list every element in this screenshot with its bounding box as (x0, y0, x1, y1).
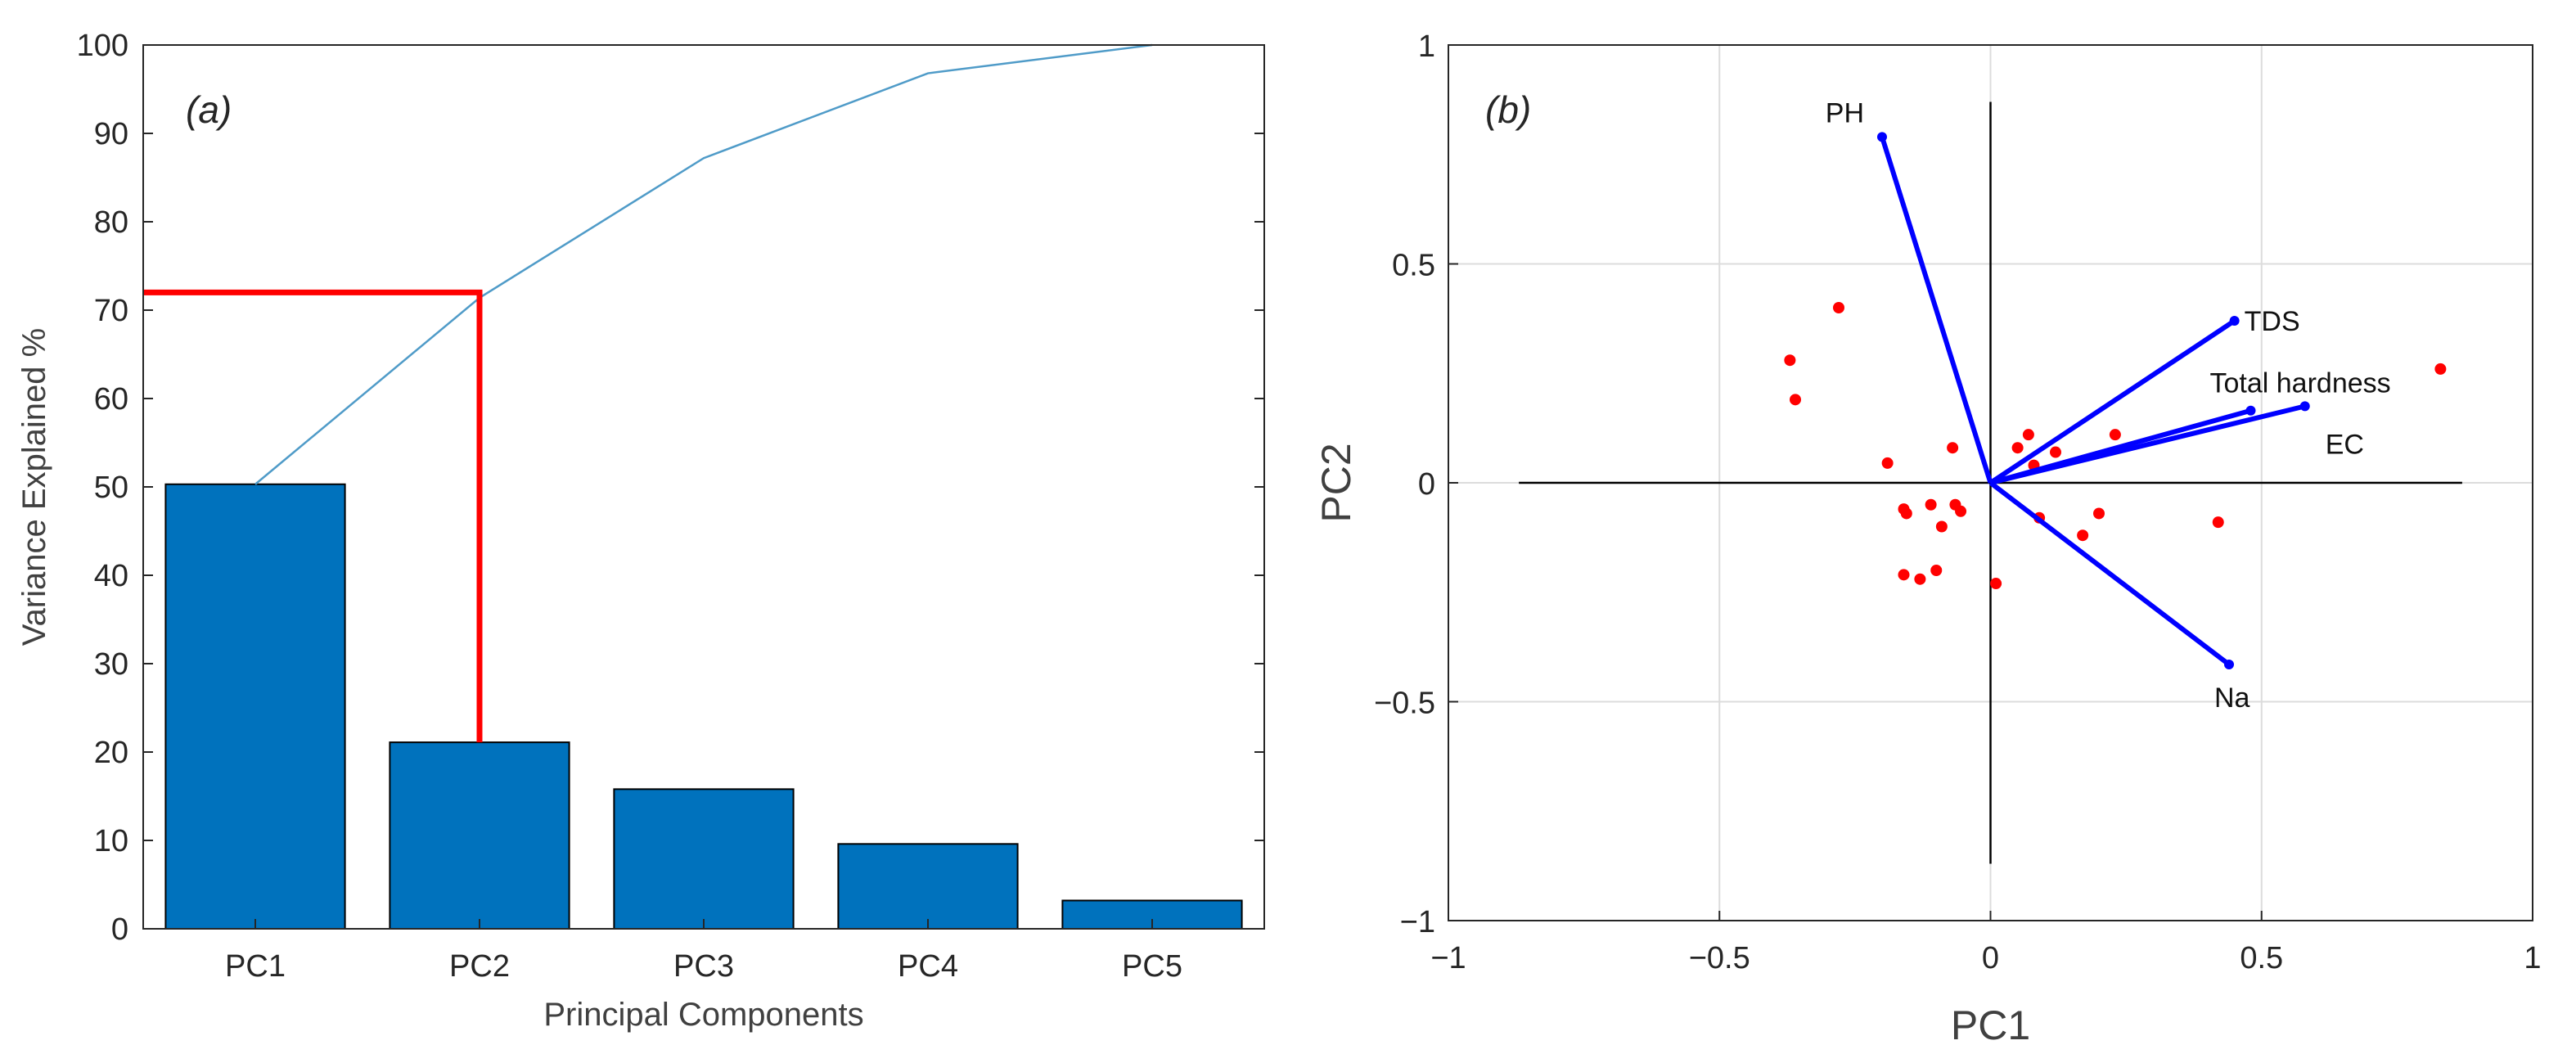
bar-pc2 (389, 741, 570, 930)
observation-point (1930, 565, 1943, 576)
x-tick-label-pc4: PC4 (898, 949, 958, 984)
x-tick-label: −1 (1430, 941, 1466, 975)
observation-point (1955, 505, 1967, 517)
panel-a-bar-chart: 0 10 20 30 40 50 60 70 80 90 100 PC1 PC2 PC3 PC4 PC5 (a… (16, 29, 1265, 1033)
panel-a-y-axis-label: Variance Explained % (16, 328, 52, 646)
observation-point (1947, 442, 1959, 454)
observation-point (1935, 520, 1948, 533)
y-tick-label: 0 (1418, 467, 1435, 502)
vector-tip-ph (1877, 132, 1887, 142)
y-tick-label: 60 (94, 382, 128, 417)
vector-tip-ec (2299, 401, 2310, 412)
observation-point (1784, 354, 1796, 367)
y-tick-label: 20 (94, 736, 128, 770)
vector-tip-na (2224, 660, 2234, 670)
y-tick-label: 40 (94, 559, 128, 593)
y-tick-label: −0.5 (1374, 687, 1435, 721)
panel-b-tag: (b) (1485, 88, 1531, 131)
highlight-cumulative-marker (143, 289, 483, 743)
vector-tip-total-hardness (2245, 405, 2256, 416)
observation-point (2050, 446, 2061, 458)
y-tick-label: 50 (94, 471, 128, 505)
vector-label-ec: EC (2326, 429, 2364, 460)
y-tick-label: 1 (1418, 29, 1435, 64)
bar-pc1 (164, 483, 346, 930)
observation-point (2109, 429, 2121, 441)
observation-point (2434, 363, 2447, 375)
y-tick-label: 80 (94, 205, 128, 240)
observation-point (2093, 507, 2105, 520)
vector-tip-tds (2229, 316, 2240, 327)
observation-point (1898, 569, 1910, 581)
bar-pc4 (837, 843, 1019, 930)
panel-a-highlight-marker (143, 289, 483, 743)
y-tick-label: 0.5 (1392, 249, 1435, 283)
x-tick-label: −0.5 (1689, 941, 1750, 975)
x-tick-label: 0 (1982, 941, 1999, 975)
y-tick-label: 100 (77, 29, 128, 63)
vector-label-tds: TDS (2245, 306, 2300, 337)
observation-point (2212, 516, 2224, 529)
panel-b-points (1784, 302, 2447, 590)
observation-point (2077, 529, 2089, 542)
y-tick-label: −1 (1400, 905, 1435, 939)
observation-point (1881, 457, 1894, 469)
panel-b-ticks: −1 −0.5 0 0.5 1 −1 −0.5 0 0.5 1 (1374, 29, 2542, 975)
observation-point (2022, 429, 2034, 441)
x-tick-label-pc5: PC5 (1122, 949, 1182, 984)
observation-point (1833, 302, 1844, 313)
panel-a-x-axis-label: Principal Components (543, 997, 863, 1033)
bar-pc3 (613, 788, 795, 930)
x-tick-label-pc2: PC2 (449, 949, 510, 984)
y-tick-label: 30 (94, 647, 128, 682)
vector-ph (1880, 136, 1993, 484)
x-tick-label-pc1: PC1 (225, 949, 286, 984)
panel-a-letter: a (198, 88, 219, 131)
vector-tds (1988, 318, 2236, 485)
y-tick-label: 0 (111, 912, 128, 947)
panel-b-letter: b (1497, 88, 1519, 131)
x-tick-label: 1 (2524, 941, 2541, 975)
panel-b-biplot: PH TDS Total hardness EC Na −1 −0.5 0 0.5 1 −1 −0.… (1313, 29, 2542, 1048)
observation-point (1914, 573, 1926, 585)
panel-a-ticks: 0 10 20 30 40 50 60 70 80 90 100 PC1 PC2 PC3 PC4 PC5 (77, 29, 1264, 984)
observation-point (1790, 394, 1801, 406)
observation-point (2011, 442, 2024, 454)
vector-label-na: Na (2214, 682, 2250, 714)
panel-a-tag: (a) (186, 88, 232, 131)
y-tick-label: 70 (94, 294, 128, 328)
vector-label-ph: PH (1826, 97, 1864, 128)
vector-na (1988, 480, 2231, 667)
panel-a-bars (164, 483, 1243, 930)
panel-b-vectors: PH TDS Total hardness EC Na (1826, 97, 2391, 714)
panel-b-x-axis-label: PC1 (1951, 1002, 2030, 1048)
vector-ec (1989, 403, 2306, 485)
vector-label-total-hardness: Total hardness (2210, 368, 2391, 399)
y-tick-label: 10 (94, 824, 128, 858)
panel-a-cumulative-line (254, 43, 1153, 485)
panel-b-y-axis-label: PC2 (1313, 443, 1359, 522)
x-tick-label-pc3: PC3 (673, 949, 734, 984)
observation-point (1925, 498, 1937, 511)
x-tick-label: 0.5 (2240, 941, 2283, 975)
y-tick-label: 90 (94, 117, 128, 151)
observation-point (1900, 507, 1912, 520)
cumulative-variance-line (254, 43, 1153, 485)
observation-point (1990, 578, 2002, 590)
